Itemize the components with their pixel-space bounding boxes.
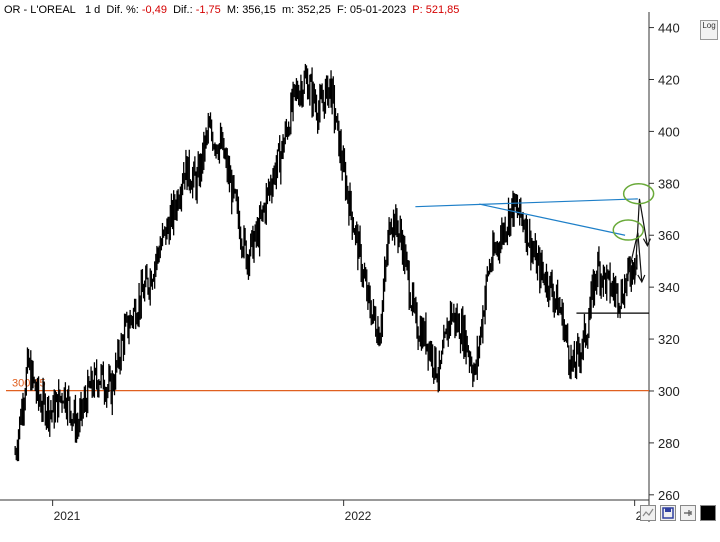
y-tick-label: 260 bbox=[658, 488, 680, 503]
dif-pct-label: Dif. %: bbox=[106, 4, 139, 16]
min-value: 352,25 bbox=[297, 4, 331, 16]
y-tick-label: 400 bbox=[658, 124, 680, 139]
x-tick-label: 2022 bbox=[345, 509, 372, 523]
dif-label: Dif.: bbox=[173, 4, 193, 16]
save-icon[interactable] bbox=[660, 505, 676, 521]
pin-icon[interactable] bbox=[680, 505, 696, 521]
color-swatch-button[interactable] bbox=[700, 505, 716, 521]
support-label: 300,15 bbox=[12, 378, 46, 390]
arrow-head bbox=[637, 274, 646, 284]
date-value: 05-01-2023 bbox=[349, 4, 407, 16]
symbol-label: OR - L'OREAL bbox=[4, 4, 76, 16]
y-tick-label: 280 bbox=[658, 436, 680, 451]
chart-header: OR - L'OREAL 1 d Dif. %: -0,49 Dif.: -1,… bbox=[0, 0, 650, 20]
log-scale-button[interactable]: Log bbox=[700, 20, 718, 40]
y-tick-label: 420 bbox=[658, 72, 680, 87]
y-tick-label: 340 bbox=[658, 280, 680, 295]
y-tick-label: 300 bbox=[658, 384, 680, 399]
max-value: 356,15 bbox=[242, 4, 276, 16]
date-label: F: bbox=[337, 4, 347, 16]
zoom-icon[interactable] bbox=[640, 505, 656, 521]
y-tick-label: 440 bbox=[658, 21, 680, 36]
y-tick-label: 380 bbox=[658, 176, 680, 191]
resistance-trendline bbox=[415, 198, 638, 208]
p-label: P: bbox=[412, 4, 423, 16]
highlight-circle bbox=[612, 219, 645, 241]
x-tick-label: 2021 bbox=[54, 509, 81, 523]
projection-path bbox=[634, 198, 648, 285]
p-value: 521,85 bbox=[425, 4, 460, 16]
descending-trendline bbox=[479, 203, 626, 236]
min-label: m: bbox=[281, 4, 295, 16]
dif-value: -1,75 bbox=[195, 4, 221, 16]
period-label: 1 d bbox=[84, 4, 101, 16]
y-tick-label: 360 bbox=[658, 228, 680, 243]
dif-pct-value: -0,49 bbox=[141, 4, 167, 16]
arrow-head bbox=[642, 238, 651, 247]
y-tick-label: 320 bbox=[658, 332, 680, 347]
max-label: M: bbox=[226, 4, 240, 16]
highlight-circle bbox=[622, 182, 655, 205]
